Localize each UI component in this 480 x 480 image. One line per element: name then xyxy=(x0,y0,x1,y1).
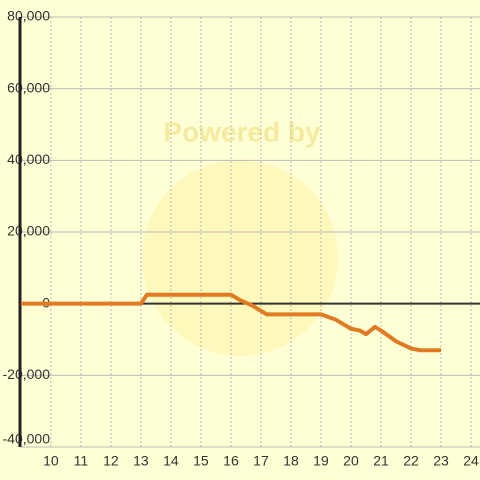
watermark-logo xyxy=(142,160,338,356)
watermark: Powered by xyxy=(163,116,321,147)
y-tick-label: 20,000 xyxy=(7,223,50,239)
x-tick-label: 24 xyxy=(463,453,479,469)
x-tick-label: 14 xyxy=(163,453,179,469)
x-tick-label: 10 xyxy=(43,453,59,469)
x-tick-label: 19 xyxy=(313,453,329,469)
y-tick-label: 80,000 xyxy=(7,8,50,24)
y-tick-label: 40,000 xyxy=(7,151,50,167)
x-tick-label: 12 xyxy=(103,453,119,469)
y-tick-label: 60,000 xyxy=(7,79,50,95)
x-tick-label: 20 xyxy=(343,453,359,469)
x-tick-label: 22 xyxy=(403,453,419,469)
y-tick-label: -20,000 xyxy=(3,366,51,382)
x-tick-label: 23 xyxy=(433,453,449,469)
x-tick-label: 15 xyxy=(193,453,209,469)
x-tick-label: 13 xyxy=(133,453,149,469)
x-tick-label: 16 xyxy=(223,453,239,469)
x-tick-label: 11 xyxy=(74,453,89,469)
x-tick-label: 21 xyxy=(373,453,389,469)
y-tick-label: -40,000 xyxy=(3,431,51,447)
x-tick-label: 17 xyxy=(253,453,269,469)
line-series xyxy=(20,292,441,353)
x-tick-label: 18 xyxy=(283,453,299,469)
